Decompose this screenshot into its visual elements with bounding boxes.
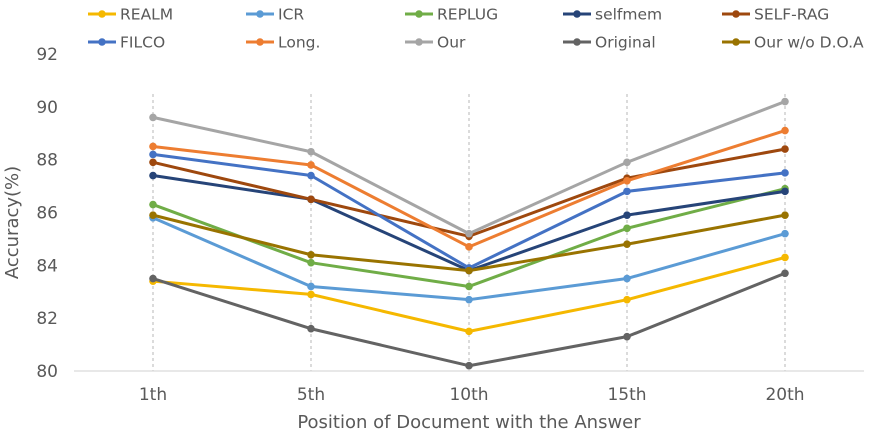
legend-item: Original	[563, 34, 656, 52]
legend-label: Long.	[278, 34, 320, 52]
data-point	[623, 211, 631, 219]
data-point	[149, 158, 157, 167]
legend-item: FILCO	[88, 34, 165, 52]
data-point	[307, 171, 315, 180]
series-9	[149, 211, 789, 275]
data-point	[149, 142, 157, 151]
data-point	[623, 177, 631, 185]
y-tick-label: 90	[36, 98, 58, 118]
data-point	[307, 147, 315, 156]
legend-label: Our	[437, 34, 466, 52]
legend-swatch-marker	[573, 10, 581, 18]
x-tick-label: 1th	[139, 385, 167, 405]
data-point	[623, 274, 631, 283]
x-tick-label: 10th	[449, 385, 488, 405]
series-2	[149, 184, 789, 291]
x-tick-label: 5th	[297, 385, 325, 405]
x-tick-label: 15th	[607, 385, 646, 405]
data-point	[149, 171, 157, 180]
data-point	[623, 224, 631, 233]
data-point	[465, 361, 473, 370]
y-tick-label: 88	[36, 151, 58, 171]
data-point	[781, 97, 789, 106]
data-point	[149, 200, 157, 209]
data-point	[149, 150, 157, 159]
data-point	[781, 269, 789, 278]
legend-item: REALM	[88, 6, 173, 24]
series-7	[149, 97, 789, 238]
legend-swatch-marker	[256, 10, 264, 18]
y-tick-label: 84	[36, 256, 58, 276]
legend-label: selfmem	[595, 6, 662, 24]
series-layer	[149, 97, 789, 370]
data-point	[781, 229, 789, 238]
legend-label: Our w/o D.O.A	[754, 34, 864, 52]
series-8	[149, 269, 789, 370]
y-tick-label: 92	[36, 45, 58, 65]
data-point	[781, 126, 789, 135]
legend-swatch-marker	[732, 10, 740, 18]
legend: REALM ICR REPLUG selfmem SELF-RAG FILCO Long. O…	[88, 6, 864, 52]
legend-swatch-marker	[256, 38, 264, 46]
data-point	[623, 332, 631, 341]
data-point	[623, 187, 631, 196]
data-point	[781, 187, 789, 196]
data-point	[623, 158, 631, 167]
data-point	[465, 295, 473, 304]
legend-label: SELF-RAG	[754, 6, 829, 24]
y-tick-label: 86	[36, 204, 58, 224]
y-axis-title: Accuracy(%)	[2, 166, 23, 279]
data-point	[781, 145, 789, 153]
legend-item: REPLUG	[405, 6, 498, 24]
data-point	[307, 250, 315, 259]
legend-item: Our w/o D.O.A	[722, 34, 864, 52]
legend-label: REALM	[120, 6, 173, 24]
legend-swatch-marker	[98, 10, 106, 18]
data-point	[307, 258, 315, 267]
y-axis-ticks: 80 82 84 86 88 90 92	[36, 45, 58, 382]
legend-item: ICR	[246, 6, 304, 24]
data-point	[149, 211, 157, 219]
data-point	[307, 282, 315, 291]
data-point	[149, 113, 157, 122]
legend-swatch-marker	[98, 38, 106, 46]
data-point	[307, 324, 315, 333]
data-point	[465, 282, 473, 291]
x-axis-ticks: 1th 5th 10th 15th 20th	[139, 385, 805, 405]
series-1	[149, 213, 789, 304]
data-point	[465, 229, 473, 238]
data-point	[781, 253, 789, 262]
data-point	[465, 327, 473, 336]
data-point	[149, 274, 157, 283]
legend-swatch-marker	[732, 38, 740, 46]
legend-swatch-marker	[415, 10, 423, 18]
y-tick-label: 82	[36, 309, 58, 329]
data-point	[307, 290, 315, 299]
legend-swatch-marker	[415, 38, 423, 46]
legend-label: FILCO	[120, 34, 165, 52]
data-point	[307, 195, 315, 204]
legend-swatch-marker	[573, 38, 581, 46]
series-6	[149, 126, 789, 251]
legend-item: SELF-RAG	[722, 6, 829, 24]
x-tick-label: 20th	[765, 385, 804, 405]
data-point	[307, 161, 315, 169]
legend-item: Long.	[246, 34, 320, 52]
y-tick-label: 80	[36, 362, 58, 382]
data-point	[781, 169, 789, 177]
data-point	[465, 266, 473, 275]
legend-label: ICR	[278, 6, 304, 24]
data-point	[465, 243, 473, 251]
legend-item: Our	[405, 34, 466, 52]
data-point	[623, 240, 631, 248]
data-point	[623, 295, 631, 304]
legend-label: Original	[595, 34, 656, 52]
legend-item: selfmem	[563, 6, 662, 24]
x-axis-title: Position of Document with the Answer	[297, 412, 641, 433]
data-point	[781, 211, 789, 219]
legend-label: REPLUG	[437, 6, 498, 24]
